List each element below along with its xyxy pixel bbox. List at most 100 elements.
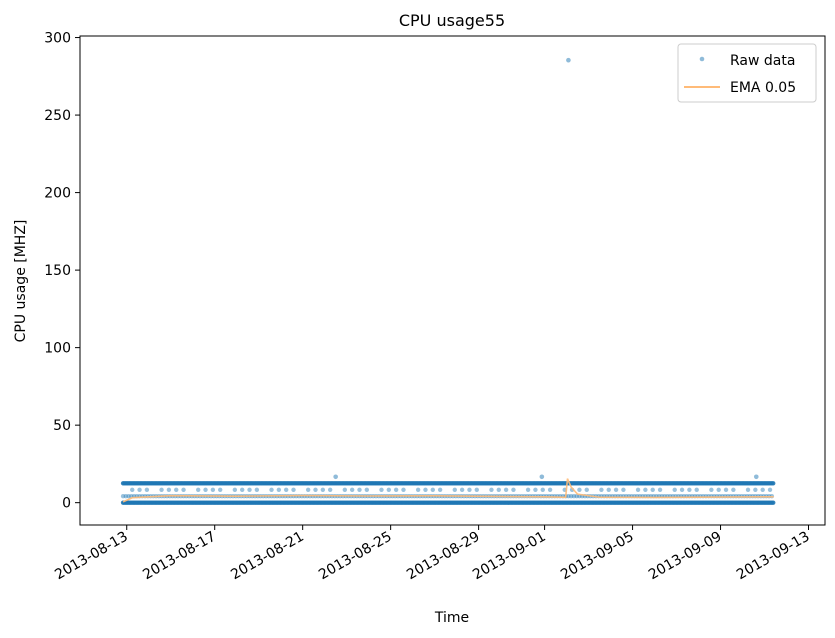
raw-data-point: [210, 487, 216, 493]
y-tick-label: 50: [53, 418, 71, 434]
x-tick-label: 2013-08-13: [52, 529, 130, 584]
raw-data-point: [159, 487, 164, 493]
raw-data-point: [574, 493, 579, 499]
raw-data-point: [232, 487, 238, 493]
raw-data-point: [357, 487, 362, 493]
raw-data-point: [126, 493, 131, 499]
y-tick-label: 0: [62, 496, 71, 512]
raw-data-point: [694, 487, 699, 493]
raw-data-point: [452, 487, 457, 493]
raw-data-point: [254, 487, 260, 493]
raw-data-point: [196, 487, 201, 493]
raw-data-point: [511, 487, 516, 493]
raw-data-point: [525, 487, 531, 493]
x-tick-label: 2013-08-17: [140, 529, 218, 584]
y-tick-label: 250: [44, 108, 71, 124]
chart-title: CPU usage55: [399, 11, 505, 30]
raw-data-point: [568, 493, 574, 499]
y-axis-label: CPU usage [MHZ]: [13, 220, 29, 343]
raw-data-point: [489, 487, 494, 493]
raw-data-point: [539, 474, 545, 480]
raw-data-point: [283, 487, 289, 493]
raw-data-point: [760, 487, 765, 493]
raw-data-point: [540, 487, 545, 493]
raw-data-point: [566, 57, 571, 63]
raw-data-point: [672, 487, 677, 493]
raw-data-point: [386, 487, 392, 493]
raw-data-point: [130, 487, 135, 493]
raw-data-point: [584, 487, 589, 493]
raw-data-point: [123, 493, 129, 499]
raw-data-point: [679, 487, 685, 493]
raw-data-point: [767, 487, 773, 493]
raw-data-point: [218, 487, 223, 493]
raw-data-point: [474, 487, 479, 493]
legend-ema-label: EMA 0.05: [730, 80, 796, 96]
raw-data-point: [503, 487, 509, 493]
raw-data-point: [364, 487, 370, 493]
y-tick-label: 150: [44, 263, 71, 279]
y-tick-label: 200: [44, 186, 71, 202]
raw-data-point: [571, 493, 577, 499]
raw-data-point: [731, 487, 736, 493]
x-axis: 2013-08-13 2013-08-17 2013-08-21 2013-08-25…: [52, 525, 813, 584]
raw-data-point: [137, 487, 142, 493]
raw-data-point: [709, 487, 714, 493]
raw-data-point: [533, 487, 538, 493]
raw-data-point: [650, 487, 655, 493]
raw-data-point: [247, 487, 252, 493]
legend-raw-data-label: Raw data: [730, 53, 795, 69]
raw-data-point: [327, 487, 333, 493]
raw-data-point: [437, 487, 443, 493]
raw-data-point: [459, 487, 465, 493]
x-tick-label: 2013-09-13: [734, 529, 812, 584]
raw-data-point: [687, 487, 692, 493]
raw-data-point: [753, 474, 759, 480]
raw-data-point: [120, 493, 126, 499]
x-tick-label: 2013-09-05: [558, 529, 636, 584]
raw-data-point: [174, 487, 179, 493]
x-axis-label: Time: [434, 610, 469, 626]
raw-data-point: [313, 487, 318, 493]
raw-data-point: [577, 487, 582, 493]
raw-data-point: [320, 487, 326, 493]
raw-data-point: [547, 487, 553, 493]
raw-data-point: [496, 487, 501, 493]
plot-area: [120, 57, 776, 505]
y-tick-label: 300: [44, 31, 71, 47]
legend-raw-data-marker: [699, 56, 705, 62]
raw-data-point: [716, 487, 721, 493]
raw-data-point: [305, 487, 311, 493]
raw-data-point: [467, 487, 472, 493]
raw-data-point: [166, 487, 172, 493]
raw-data-point: [349, 487, 355, 493]
raw-data-point: [599, 487, 604, 493]
raw-data-point: [240, 487, 245, 493]
raw-data-point: [606, 487, 611, 493]
raw-data-point: [723, 487, 729, 493]
raw-data-point: [643, 487, 648, 493]
raw-data-point: [657, 487, 663, 493]
plot-frame: [79, 35, 826, 526]
ema-line: [122, 478, 774, 503]
raw-data-point: [342, 487, 348, 493]
raw-data-point: [430, 487, 435, 493]
raw-data-point: [423, 487, 428, 493]
raw-data-point: [269, 487, 274, 493]
x-tick-label: 2013-09-09: [646, 529, 724, 584]
x-tick-label: 2013-08-21: [228, 529, 306, 584]
x-tick-label: 2013-09-01: [470, 529, 548, 584]
raw-data-point: [566, 493, 571, 499]
raw-data-point: [621, 487, 626, 493]
raw-data-point: [771, 481, 776, 486]
raw-data-point: [333, 474, 338, 480]
raw-data-point: [635, 487, 641, 493]
x-tick-label: 2013-08-25: [316, 529, 394, 584]
y-tick-label: 100: [44, 341, 71, 357]
raw-data-point: [291, 487, 296, 493]
raw-data-point: [415, 487, 421, 493]
x-tick-label: 2013-08-29: [404, 529, 482, 584]
raw-data-point: [613, 487, 619, 493]
raw-data-point: [393, 487, 399, 493]
